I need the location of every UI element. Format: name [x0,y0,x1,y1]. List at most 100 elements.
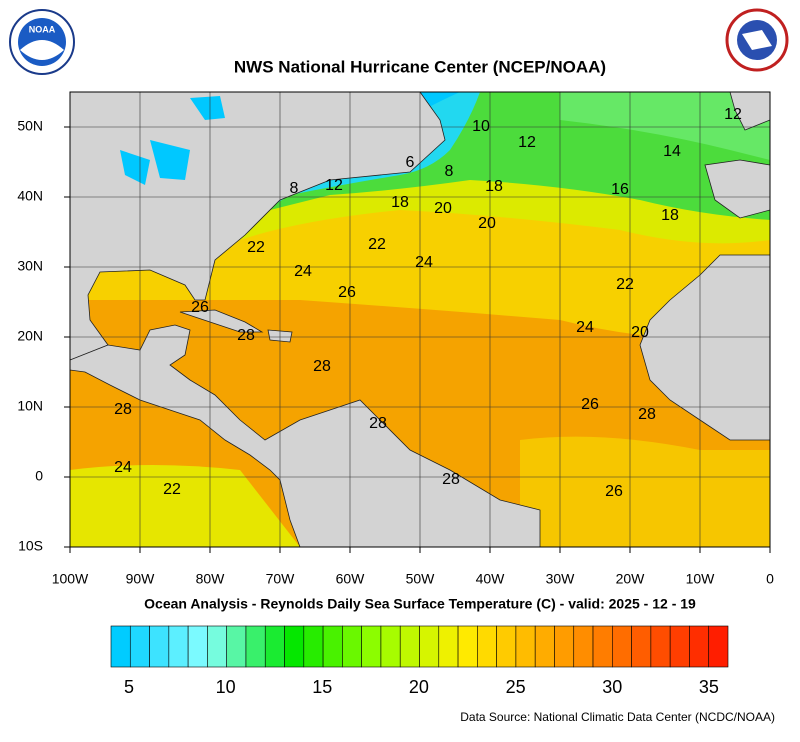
lat-label: 50N [17,118,43,134]
contour-label: 14 [663,143,681,160]
contour-label: 28 [442,471,460,488]
land [639,254,770,441]
contour-label: 26 [581,396,599,413]
colorbar-label: 25 [506,677,526,697]
contour-label: 28 [638,406,656,423]
contour-label: 22 [247,239,265,256]
lon-label: 10W [686,571,716,587]
colorbar-label: 20 [409,677,429,697]
lon-label: 30W [546,571,576,587]
lon-label: 40W [476,571,506,587]
colorbar-label: 30 [602,677,622,697]
colorbar: 5 10 15 20 25 30 35 [110,625,729,697]
colorbar-box [592,625,613,668]
contour-label: 22 [368,236,386,253]
lon-label: 70W [266,571,296,587]
colorbar-box [534,625,555,668]
colorbar-box [168,625,189,668]
logo-text: NOAA [29,24,56,34]
ocean-mid [70,465,300,547]
colorbar-box [207,625,227,668]
colorbar-label: 10 [216,677,236,697]
contour-label: 18 [661,207,679,224]
lat-label: 10N [17,398,43,414]
lat-label: 10S [18,538,43,554]
colorbar-box [245,625,266,668]
colorbar-box [612,625,632,668]
contour-label: 20 [631,324,649,341]
colorbar-box [129,625,150,668]
contour-labels: 6 8 8 12 18 16 14 12 10 12 18 20 20 18 22 22 24 24 26 22 24 2… [114,106,742,500]
contour-label: 20 [478,215,496,232]
contour-label: 18 [391,194,409,211]
contour-label: 8 [290,180,299,197]
colorbar-box [650,625,671,668]
lat-label: 0 [35,468,43,484]
contour-label: 28 [369,415,387,432]
colorbar-box [399,625,420,668]
lon-label: 20W [616,571,646,587]
colorbar-box [110,625,131,668]
colorbar-box [708,625,729,668]
colorbar-box [303,625,324,668]
colorbar-box [496,625,517,668]
contour-label: 16 [611,181,629,198]
land [704,92,770,219]
contour-label: 22 [163,481,181,498]
colorbar-box [457,625,478,668]
colorbar-box [573,625,594,668]
colorbar-box [226,625,247,668]
contour-label: 26 [338,284,356,301]
contour-label: 28 [313,358,331,375]
contour-label: 22 [616,276,634,293]
contour-label: 28 [237,327,255,344]
colorbar-label: 35 [699,677,719,697]
contour-label: 24 [294,263,312,280]
colorbar-box [284,625,305,668]
contour-label: 20 [434,200,452,217]
colorbar-box [361,625,382,668]
axes: 100W 90W 80W 70W 60W 50W 40W 30W 20W 10W 0 50N 40N 30… [17,118,774,587]
lon-label: 50W [406,571,436,587]
colorbar-box [149,625,170,668]
lon-label: 90W [126,571,156,587]
contour-label: 12 [518,134,536,151]
colorbar-box [554,625,575,668]
contour-label: 26 [605,483,623,500]
colorbar-box [380,625,401,668]
colorbar-box [438,625,459,668]
colorbar-box [515,625,536,668]
contour-label: 24 [114,459,132,476]
ocean-cold [560,92,770,160]
lat-label: 30N [17,258,43,274]
contour-label: 12 [325,177,343,194]
lat-label: 40N [17,188,43,204]
contour-label: 26 [191,299,209,316]
colorbar-box [631,625,652,668]
contour-label: 18 [485,178,503,195]
lon-label: 100W [52,571,89,587]
nws-logo [725,8,789,72]
colorbar-label: 15 [312,677,332,697]
land [70,324,541,547]
ocean-mid [520,436,770,547]
map: 6 8 8 12 18 16 14 12 10 12 18 20 20 18 22 22 24 24 26 22 24 2… [70,92,770,547]
lon-label: 80W [196,571,226,587]
contour-label: 8 [445,163,454,180]
source: Data Source: National Climatic Data Cent… [460,710,775,724]
colorbar-box [264,625,285,668]
contour-label: 10 [472,118,490,135]
contour-label: 12 [724,106,742,123]
grid [70,92,770,547]
noaa-logo: NOAA [9,9,75,75]
colorbar-box [669,625,690,668]
colorbar-box [419,625,440,668]
colorbar-box [187,625,208,668]
colorbar-box [689,625,710,668]
contour-label: 28 [114,401,132,418]
title: NWS National Hurricane Center (NCEP/NOAA… [234,57,606,76]
colorbar-box [322,625,343,668]
contour-label: 24 [415,254,433,271]
caption: Ocean Analysis - Reynolds Daily Sea Surf… [144,596,696,612]
